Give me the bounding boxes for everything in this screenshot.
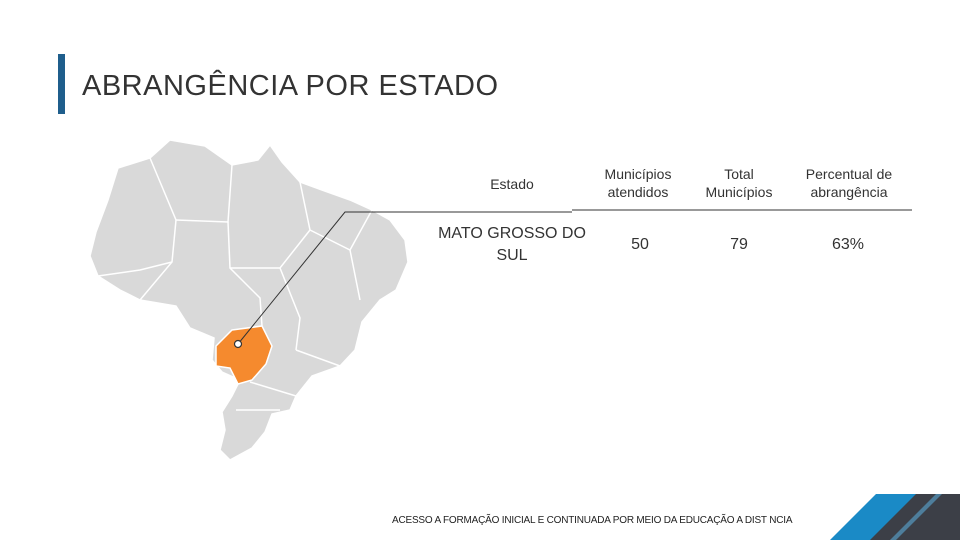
title-accent-bar [58,54,65,114]
header-estado: Estado [490,176,534,192]
state-borders [97,157,373,411]
cell-percentual: 63% [831,236,865,253]
footer-text: ACESSO A FORMAÇÃO INICIAL E CONTINUADA P… [392,515,793,526]
corner-decoration [830,494,960,540]
header-total-municipios: Total Municípios [705,166,773,200]
cell-municipios-atendidos: 50 [631,236,649,253]
header-percentual: Percentual de abrangência [805,166,893,200]
header-municipios-atendidos: Municípios atendidos [604,166,672,200]
cell-estado: MATO GROSSO DO SUL [438,225,586,264]
cell-total-municipios: 79 [730,236,748,253]
location-marker [233,339,243,349]
page-title: ABRANGÊNCIA POR ESTADO [82,70,499,102]
brazil-outline-shape [89,139,409,461]
mato-grosso-do-sul-shape [215,325,273,385]
leader-line [237,211,572,345]
